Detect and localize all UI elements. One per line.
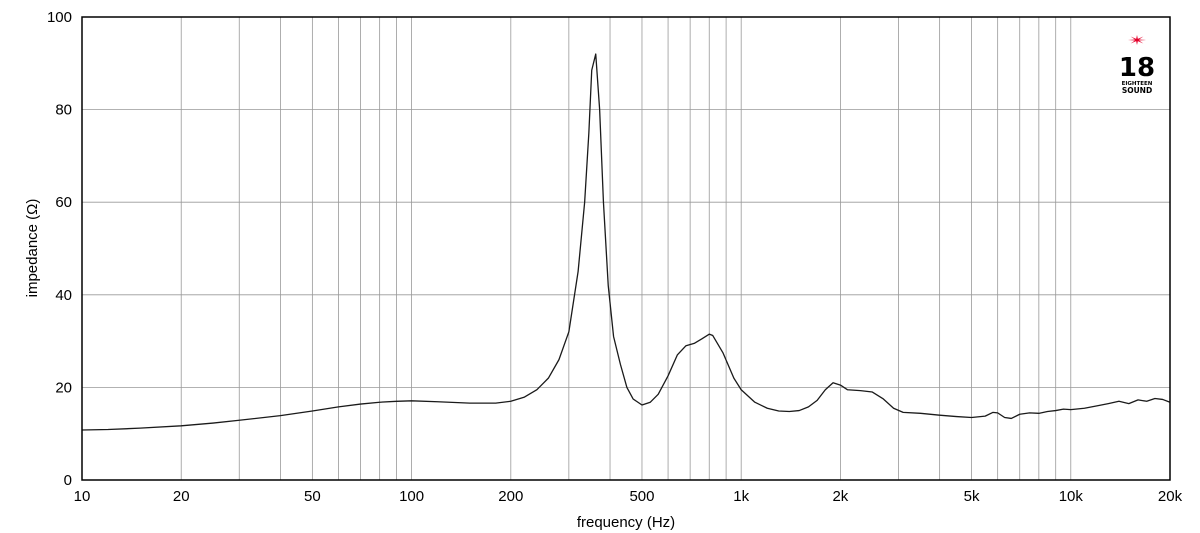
y-tick-label: 20: [55, 379, 72, 396]
x-axis-title: frequency (Hz): [577, 514, 675, 531]
star-icon: [1128, 35, 1146, 45]
grid-lines: [82, 17, 1170, 480]
x-tick-label: 100: [399, 488, 424, 505]
x-tick-label: 50: [304, 488, 321, 505]
x-tick-label: 10: [74, 488, 91, 505]
x-tick-labels: 10 20 50 100 200 500 1k 2k 5k 10k 20k: [74, 488, 1183, 505]
eighteen-sound-logo: 18 EIGHTEEN SOUND: [1119, 35, 1155, 95]
y-tick-label: 80: [55, 102, 72, 119]
impedance-curve: [81, 53, 1171, 431]
y-tick-label: 60: [55, 194, 72, 211]
x-tick-label: 1k: [733, 488, 749, 505]
x-tick-label: 500: [629, 488, 654, 505]
y-tick-label: 100: [47, 9, 72, 26]
x-tick-label: 20: [173, 488, 190, 505]
logo-line2: SOUND: [1122, 86, 1152, 95]
x-tick-label: 200: [498, 488, 523, 505]
impedance-curve-layer: [81, 53, 1171, 431]
y-axis-title: impedance (Ω): [24, 199, 41, 298]
x-tick-label: 2k: [832, 488, 848, 505]
plot-frame: [81, 16, 1171, 481]
logo-number: 18: [1119, 53, 1155, 83]
x-tick-label: 5k: [964, 488, 980, 505]
logo-line1: EIGHTEEN: [1122, 81, 1153, 87]
x-tick-label: 20k: [1158, 488, 1183, 505]
y-tick-label: 0: [64, 472, 72, 489]
y-tick-label: 40: [55, 287, 72, 304]
y-tick-labels: 0 20 40 60 80 100: [47, 9, 72, 489]
x-tick-label: 10k: [1059, 488, 1084, 505]
logo-star-shape: [1128, 35, 1146, 45]
